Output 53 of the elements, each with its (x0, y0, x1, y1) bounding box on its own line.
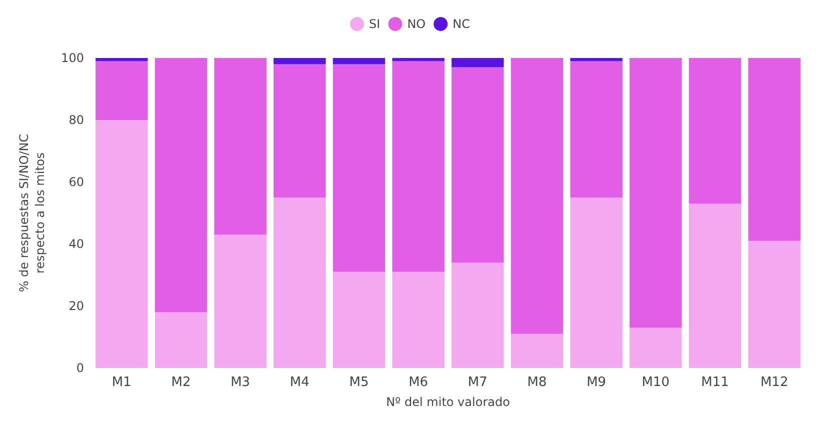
legend-label: NO (407, 17, 426, 31)
bar (510, 334, 564, 368)
x-tick-label: M5 (349, 375, 369, 390)
x-tick-label: M11 (701, 375, 729, 390)
x-tick-label: M1 (112, 375, 132, 390)
bar (274, 64, 326, 198)
bar (630, 328, 682, 368)
bar (748, 58, 800, 241)
x-axis-title: Nº del mito valorado (386, 395, 510, 409)
bar (392, 272, 444, 368)
bar (274, 58, 326, 64)
bar (570, 61, 622, 198)
bar (332, 64, 386, 272)
y-tick-label: 20 (68, 299, 84, 313)
bar (452, 67, 504, 263)
bar (96, 61, 148, 120)
bar (332, 272, 386, 368)
x-tick-label: M4 (290, 375, 310, 390)
bar (154, 58, 208, 312)
bar (452, 262, 504, 368)
y-tick-label: 100 (61, 51, 84, 65)
bar (96, 58, 148, 62)
y-tick-label: 60 (68, 175, 84, 189)
bar (630, 58, 682, 328)
x-tick-label: M8 (527, 375, 547, 390)
legend-label: SI (369, 17, 380, 31)
x-tick-label: M9 (586, 375, 606, 390)
bar (214, 58, 266, 235)
y-tick-label: 0 (76, 361, 84, 375)
x-tick-label: M7 (468, 375, 488, 390)
bar (688, 58, 742, 204)
bar (332, 58, 386, 64)
bar (392, 58, 444, 62)
x-tick-label: M12 (760, 375, 788, 390)
bar (274, 198, 326, 368)
bar (570, 198, 622, 368)
bar (214, 234, 266, 368)
bar (510, 58, 564, 334)
bar (748, 240, 800, 368)
bar (96, 120, 148, 368)
legend-label: NC (452, 17, 470, 31)
y-tick-label: 80 (68, 113, 84, 127)
y-tick-label: 40 (68, 237, 84, 251)
bar (452, 58, 504, 68)
x-tick-label: M3 (230, 375, 250, 390)
y-axis-title: % de respuestas SI/NO/NC respecto a los mitos (17, 134, 47, 292)
bar (392, 61, 444, 272)
bar (570, 58, 622, 62)
bar (154, 312, 208, 368)
x-tick-label: M10 (642, 375, 670, 390)
x-tick-label: M2 (171, 375, 191, 390)
bar (688, 204, 742, 368)
x-tick-label: M6 (408, 375, 428, 390)
